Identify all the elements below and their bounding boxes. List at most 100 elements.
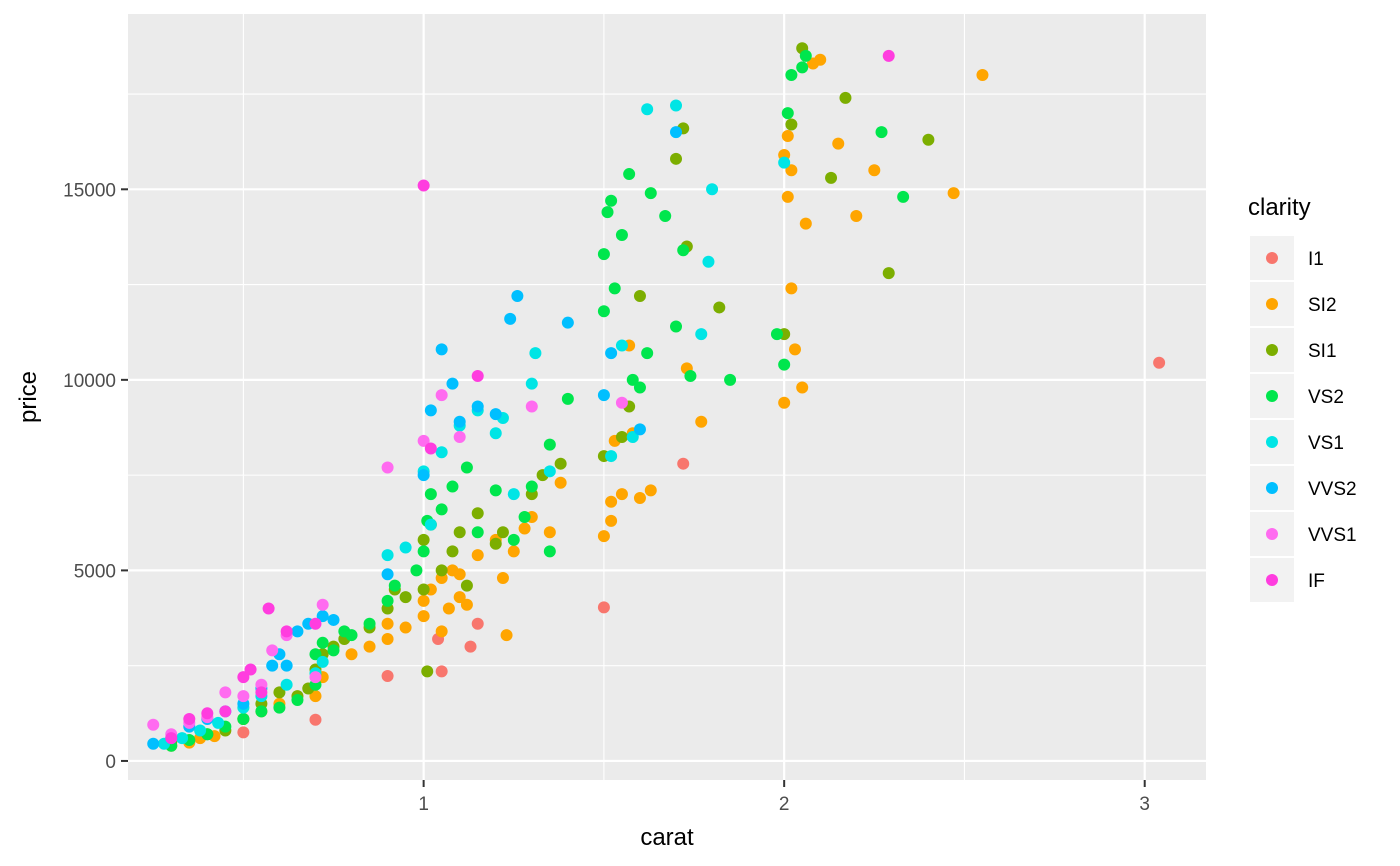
data-point — [309, 617, 322, 630]
data-point — [291, 693, 304, 706]
data-point — [695, 415, 708, 428]
data-point — [266, 659, 279, 672]
data-point — [605, 347, 618, 360]
data-point — [670, 152, 683, 165]
data-point — [1153, 356, 1166, 369]
data-point — [435, 625, 448, 638]
data-point — [796, 381, 809, 394]
data-point — [363, 617, 376, 630]
data-point — [424, 488, 437, 501]
data-point — [659, 209, 672, 222]
legend-label: SI1 — [1308, 341, 1337, 362]
data-point — [518, 522, 531, 535]
data-point — [291, 625, 304, 638]
data-point — [597, 601, 610, 614]
data-point — [201, 707, 214, 720]
data-point — [605, 514, 618, 527]
data-point — [345, 629, 358, 642]
data-point — [219, 705, 232, 718]
data-point — [500, 629, 513, 642]
data-point — [785, 164, 798, 177]
x-tick-label: 3 — [1139, 794, 1150, 815]
data-point — [507, 533, 520, 546]
data-point — [237, 690, 250, 703]
data-point — [807, 57, 820, 70]
data-point — [381, 632, 394, 645]
data-point — [597, 389, 610, 402]
legend: clarity I1 SI2 SI1 VS2 VS1 VVS2 VVS1 IF — [1248, 194, 1357, 602]
data-point — [554, 476, 567, 489]
data-point — [897, 190, 910, 203]
data-point — [507, 488, 520, 501]
data-point — [525, 377, 538, 390]
data-point — [381, 549, 394, 562]
data-point — [615, 229, 628, 242]
data-point — [626, 431, 639, 444]
data-point — [778, 358, 791, 371]
data-point — [446, 377, 459, 390]
x-tick-label: 1 — [418, 794, 429, 815]
data-point — [460, 598, 473, 611]
data-point — [543, 438, 556, 451]
data-point — [489, 408, 502, 421]
data-point — [825, 171, 838, 184]
data-points — [147, 42, 1166, 752]
data-point — [785, 282, 798, 295]
y-axis: 0 5000 10000 15000 — [63, 180, 128, 773]
data-point — [770, 328, 783, 341]
data-point — [882, 49, 895, 62]
data-point — [309, 713, 322, 726]
data-point — [496, 572, 509, 585]
data-point — [529, 347, 542, 360]
legend-marker — [1266, 436, 1278, 448]
data-point — [518, 511, 531, 524]
data-point — [641, 347, 654, 360]
data-point — [778, 396, 791, 409]
data-point — [316, 610, 329, 623]
data-point — [453, 526, 466, 539]
data-point — [446, 545, 459, 558]
data-point — [615, 431, 628, 444]
data-point — [453, 431, 466, 444]
data-point — [309, 671, 322, 684]
data-point — [381, 568, 394, 581]
data-point — [868, 164, 881, 177]
data-point — [799, 49, 812, 62]
data-point — [471, 526, 484, 539]
data-point — [327, 644, 340, 657]
data-point — [608, 282, 621, 295]
y-tick-label: 5000 — [74, 561, 116, 582]
legend-label: VS1 — [1308, 433, 1344, 454]
data-point — [724, 373, 737, 386]
plot-panel — [128, 14, 1206, 780]
data-point — [421, 665, 434, 678]
legend-label: I1 — [1308, 249, 1324, 270]
data-point — [781, 129, 794, 142]
data-point — [781, 107, 794, 120]
data-point — [453, 415, 466, 428]
data-point — [381, 461, 394, 474]
data-point — [273, 701, 286, 714]
data-point — [543, 526, 556, 539]
data-point — [615, 488, 628, 501]
data-point — [504, 312, 517, 325]
data-point — [165, 732, 178, 745]
data-point — [237, 713, 250, 726]
data-point — [633, 491, 646, 504]
data-point — [316, 655, 329, 668]
data-point — [677, 457, 690, 470]
data-point — [922, 133, 935, 146]
data-point — [280, 678, 293, 691]
data-point — [633, 381, 646, 394]
data-point — [670, 126, 683, 139]
data-point — [147, 737, 160, 750]
data-point — [262, 602, 275, 615]
data-point — [695, 328, 708, 341]
data-point — [832, 137, 845, 150]
legend-label: VVS2 — [1308, 479, 1357, 500]
x-axis-title: carat — [640, 824, 694, 851]
data-point — [670, 99, 683, 112]
data-point — [489, 537, 502, 550]
legend-marker — [1266, 344, 1278, 356]
data-point — [417, 545, 430, 558]
